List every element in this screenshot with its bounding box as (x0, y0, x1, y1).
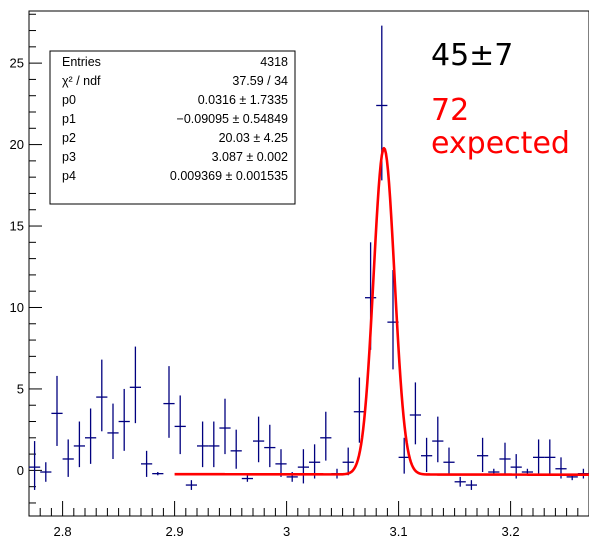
x-tick-label: 2.8 (54, 524, 72, 539)
data-point (253, 416, 265, 463)
data-point (264, 424, 276, 468)
x-tick-label: 3.1 (390, 524, 408, 539)
y-tick-label: 0 (17, 463, 24, 478)
data-point (409, 382, 421, 445)
stats-label-p2: p2 (62, 131, 76, 145)
y-tick-label: 5 (17, 381, 24, 396)
data-point (129, 346, 141, 424)
data-point (118, 388, 130, 451)
stats-value-p4: 0.009369 ± 0.001535 (170, 169, 288, 183)
data-point (421, 437, 433, 473)
y-axis: 0 5 10 15 20 25 (10, 13, 42, 504)
data-point (297, 449, 309, 484)
stats-value-entries: 4318 (260, 55, 288, 69)
data-point (533, 439, 545, 474)
y-tick-label: 10 (10, 300, 24, 315)
stats-label-entries: Entries (62, 55, 101, 69)
data-point (40, 462, 52, 482)
data-point (96, 359, 108, 432)
data-point (208, 421, 220, 468)
x-axis: 2.8 2.9 3 3.1 3.2 (28, 501, 589, 539)
x-tick-label: 3.2 (502, 524, 520, 539)
data-points (29, 25, 589, 490)
data-point (185, 480, 197, 490)
stats-value-p2: 20.03 ± 4.25 (219, 131, 288, 145)
data-point (443, 447, 455, 476)
data-point (241, 475, 253, 482)
stats-value-p3: 3.087 ± 0.002 (212, 150, 288, 164)
stats-box: Entries 4318 χ² / ndf 37.59 / 34 p0 0.03… (49, 50, 296, 205)
expected-yield-label: expected (431, 126, 570, 161)
stats-label-p1: p1 (62, 112, 76, 126)
data-point (163, 366, 175, 438)
data-point (465, 480, 477, 490)
data-point (62, 439, 74, 477)
data-point (320, 411, 332, 461)
data-point (230, 429, 242, 469)
data-point (73, 421, 85, 468)
data-point (353, 377, 365, 443)
data-point (197, 421, 209, 468)
data-point (342, 447, 354, 476)
data-point (107, 403, 119, 459)
data-point (51, 375, 63, 446)
data-point (219, 398, 231, 455)
stats-label-p0: p0 (62, 93, 76, 107)
observed-yield-annotation: 45±7 (431, 38, 513, 73)
y-tick-label: 15 (10, 219, 24, 234)
data-point (454, 476, 466, 487)
fit-curve (174, 146, 589, 477)
expected-yield-number: 72 (431, 93, 469, 128)
data-point (141, 450, 153, 477)
data-point (29, 441, 41, 490)
stats-value-chi2: 37.59 / 34 (232, 74, 288, 88)
stats-label-p3: p3 (62, 150, 76, 164)
data-point (275, 449, 287, 477)
data-point (544, 439, 556, 474)
data-point (309, 444, 321, 479)
stats-box-frame (49, 50, 296, 205)
stats-value-p1: −0.09095 ± 0.54849 (177, 112, 289, 126)
data-point (477, 437, 489, 473)
y-tick-label: 25 (10, 56, 24, 71)
stats-label-chi2: χ² / ndf (62, 74, 101, 88)
data-point (85, 408, 97, 464)
x-tick-label: 3 (283, 524, 290, 539)
x-tick-label: 2.9 (166, 524, 184, 539)
data-point (152, 472, 164, 476)
stats-value-p0: 0.0316 ± 1.7335 (198, 93, 288, 107)
data-point (432, 416, 444, 463)
data-point (398, 437, 410, 474)
data-point (499, 442, 511, 474)
y-tick-label: 20 (10, 137, 24, 152)
data-point (174, 395, 186, 455)
stats-label-p4: p4 (62, 169, 76, 183)
